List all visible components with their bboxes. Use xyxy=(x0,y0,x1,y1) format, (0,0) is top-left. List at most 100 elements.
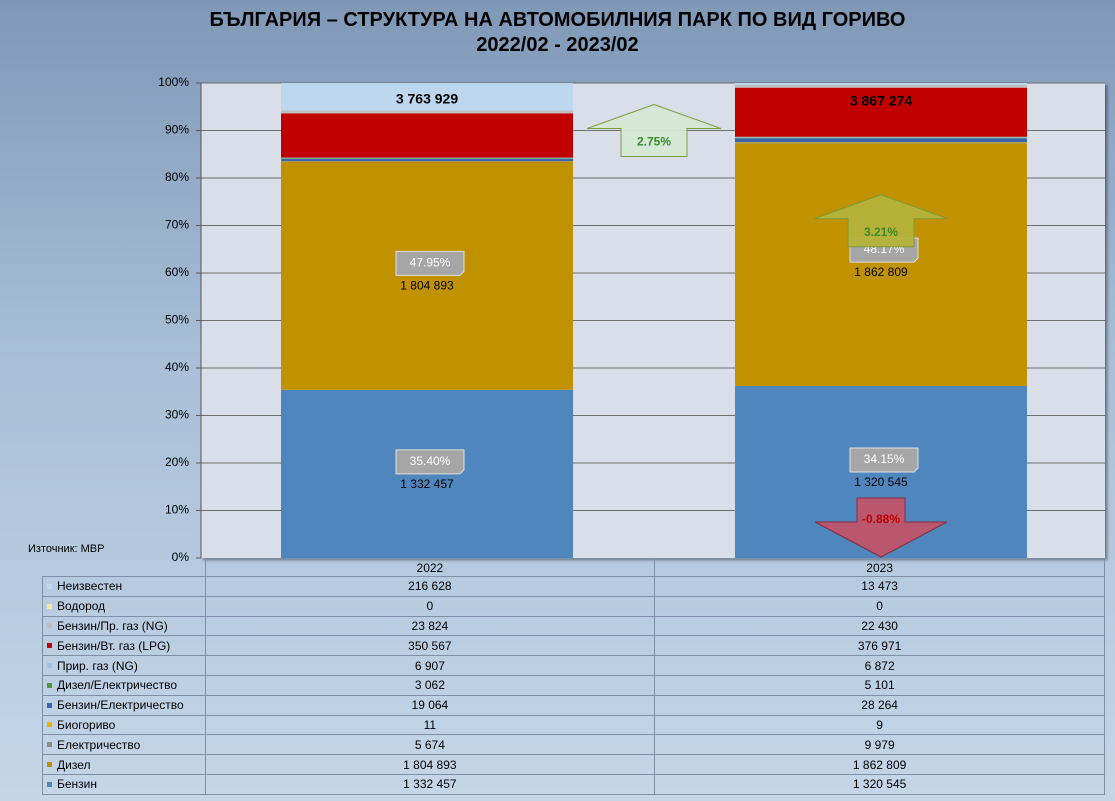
table-cell: 5 674 xyxy=(204,734,656,756)
chart-title-line2: 2022/02 - 2023/02 xyxy=(476,34,639,56)
bar-segment-2023 xyxy=(735,142,1027,143)
table-row-label-cell: Прир. газ (NG) xyxy=(42,655,206,676)
legend-swatch xyxy=(47,623,52,629)
bar-segment-2023 xyxy=(735,142,1027,144)
y-tick-label: 90% xyxy=(165,123,189,137)
table-row: Бензин/Електричество 19 064 28 264 xyxy=(42,694,1105,716)
bar-segment-2023 xyxy=(735,143,1027,386)
bar-segment-2023 xyxy=(735,87,1027,137)
table-row-label: Бензин xyxy=(57,777,98,792)
table-column-header: 2023 xyxy=(654,558,1105,577)
segment-value-label: 1 332 457 xyxy=(400,477,454,491)
bar-segment-2023 xyxy=(735,137,1027,139)
table-row-label: Бензин/Пр. газ (NG) xyxy=(57,618,168,633)
legend-swatch xyxy=(47,643,52,649)
table-cell: 1 804 893 xyxy=(204,754,656,775)
table-cell: 376 971 xyxy=(654,635,1105,657)
data-table: 2022 2023 Неизвестен 216 628 13 473 Водород 0 0… xyxy=(42,558,1105,795)
table-row-label-cell: Биогориво xyxy=(42,714,206,736)
table-cell: 9 xyxy=(654,714,1105,736)
y-tick-label: 50% xyxy=(165,313,189,327)
table-cell: 9 979 xyxy=(654,734,1105,756)
legend-swatch xyxy=(47,682,52,688)
table-cell: 5 101 xyxy=(654,674,1105,696)
y-tick-label: 10% xyxy=(165,503,189,517)
table-cell: 6 872 xyxy=(654,655,1105,676)
table-corner-cell xyxy=(42,558,206,577)
table-row: Дизел/Електричество 3 062 5 101 xyxy=(42,674,1105,696)
bar-segment-2022 xyxy=(281,113,573,158)
y-tick-label: 60% xyxy=(165,265,189,279)
table-row: Електричество 5 674 9 979 xyxy=(42,734,1105,756)
table-cell: 13 473 xyxy=(654,576,1105,597)
percent-callout-label: 47.95% xyxy=(410,256,451,270)
table-header-row: 2022 2023 xyxy=(42,558,1105,577)
table-row-label-cell: Дизел xyxy=(42,754,206,775)
table-cell: 216 628 xyxy=(204,576,656,597)
segment-value-label: 1 862 809 xyxy=(854,265,908,279)
legend-swatch xyxy=(47,781,52,787)
table-row: Водород 0 0 xyxy=(42,595,1105,617)
bar-total-label: 3 763 929 xyxy=(396,90,458,106)
table-row: Бензин 1 332 457 1 320 545 xyxy=(42,773,1105,795)
table-cell: 3 062 xyxy=(204,674,656,696)
legend-swatch xyxy=(47,722,52,728)
table-row-label-cell: Водород xyxy=(42,595,206,617)
legend-swatch xyxy=(47,761,52,767)
table-cell: 11 xyxy=(204,714,656,736)
bar-segment-2022 xyxy=(281,157,573,159)
y-tick-label: 100% xyxy=(158,75,189,89)
y-tick-label: 40% xyxy=(165,360,189,374)
bar-segment-2022 xyxy=(281,83,573,111)
table-cell: 23 824 xyxy=(204,615,656,637)
legend-swatch xyxy=(47,662,52,668)
table-cell: 22 430 xyxy=(654,615,1105,637)
table-row-label: Водород xyxy=(57,599,106,614)
table-cell: 19 064 xyxy=(204,694,656,716)
legend-swatch xyxy=(47,583,52,589)
legend-swatch xyxy=(47,742,52,748)
table-row-label-cell: Електричество xyxy=(42,734,206,756)
table-row-label-cell: Бензин/Пр. газ (NG) xyxy=(42,615,206,637)
table-cell: 6 907 xyxy=(204,655,656,676)
bar-segment-2023 xyxy=(735,138,1027,143)
table-row-label: Бензин/Електричество xyxy=(57,698,184,713)
y-tick-label: 30% xyxy=(165,408,189,422)
source-note: Източник: МВР xyxy=(28,543,105,555)
table-cell: 350 567 xyxy=(204,635,656,657)
legend-swatch xyxy=(47,702,52,708)
change-arrow-label: 2.75% xyxy=(637,135,671,149)
table-row-label-cell: Дизел/Електричество xyxy=(42,674,206,696)
change-arrow-up xyxy=(813,194,949,248)
table-cell: 28 264 xyxy=(654,694,1105,716)
table-row: Прир. газ (NG) 6 907 6 872 xyxy=(42,655,1105,676)
bar-total-label: 3 867 274 xyxy=(850,92,912,108)
y-tick-label: 70% xyxy=(165,218,189,232)
change-arrow-down xyxy=(814,497,948,558)
chart-title: БЪЛГАРИЯ – СТРУКТУРА НА АВТОМОБИЛНИЯ ПАР… xyxy=(0,8,1115,58)
table-cell: 0 xyxy=(654,595,1105,617)
table-row-label: Биогориво xyxy=(57,717,116,732)
bar-segment-2023 xyxy=(735,84,1027,88)
percent-callout-box xyxy=(395,250,465,276)
table-row-label-cell: Бензин/Електричество xyxy=(42,694,206,716)
change-arrow-label: -0.88% xyxy=(862,512,900,526)
table-row-label-cell: Бензин xyxy=(42,773,206,795)
y-tick-label: 20% xyxy=(165,455,189,469)
table-row-label: Прир. газ (NG) xyxy=(57,658,138,673)
percent-callout-label: 35.40% xyxy=(410,454,451,468)
table-cell: 1 862 809 xyxy=(654,754,1105,775)
segment-value-label: 1 320 545 xyxy=(854,475,908,489)
bar-segment-2022 xyxy=(281,161,573,162)
table-cell: 1 320 545 xyxy=(654,773,1105,795)
table-row-label: Неизвестен xyxy=(57,579,123,594)
table-row: Биогориво 11 9 xyxy=(42,714,1105,736)
bar-segment-2023 xyxy=(735,83,1027,85)
change-arrow-up xyxy=(586,103,722,157)
change-arrow-label: 3.21% xyxy=(864,225,898,239)
table-row-label: Електричество xyxy=(57,737,141,752)
bar-segment-2023 xyxy=(735,136,1027,138)
percent-callout-label: 34.15% xyxy=(864,452,905,466)
bar-segment-2022 xyxy=(281,110,573,114)
